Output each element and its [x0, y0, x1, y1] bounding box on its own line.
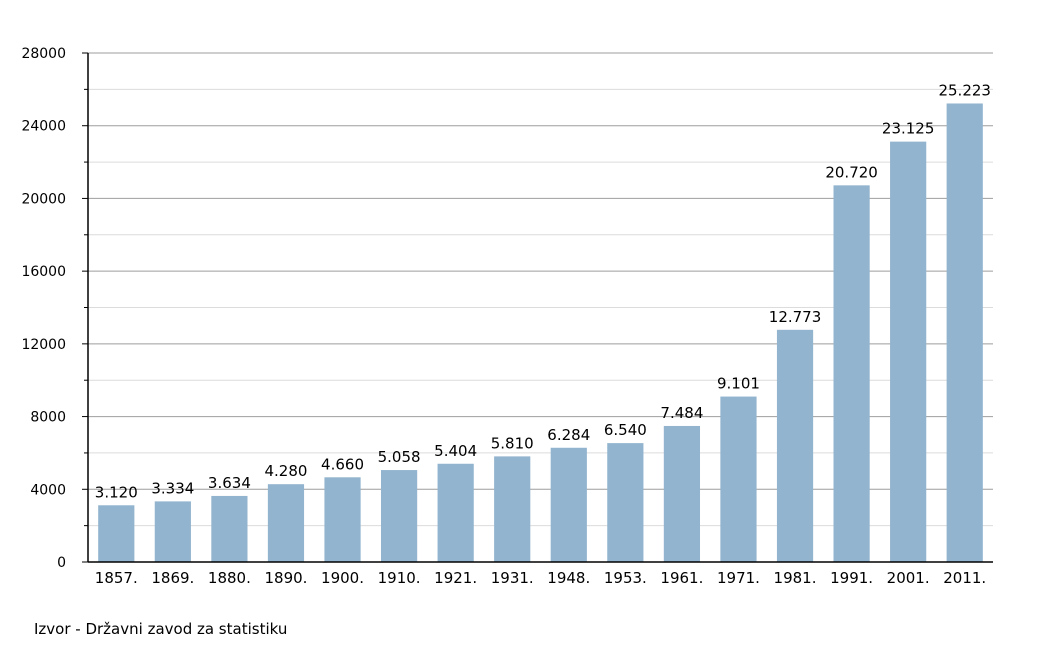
- x-tick-label: 1857.: [95, 569, 138, 587]
- x-tick-label: 1948.: [547, 569, 590, 587]
- bar-1991: [833, 185, 870, 562]
- bar-1931: [494, 456, 531, 562]
- x-tick-label: 1880.: [208, 569, 251, 587]
- bar-layer: [98, 103, 983, 562]
- bar-1948: [550, 447, 587, 562]
- value-label: 6.540: [604, 421, 647, 439]
- x-tick-label: 1921.: [434, 569, 477, 587]
- x-tick-label: 1981.: [774, 569, 817, 587]
- x-tick-label: 2001.: [887, 569, 930, 587]
- value-label: 23.125: [882, 120, 935, 138]
- value-label: 3.120: [95, 483, 138, 501]
- y-tick-label: 0: [57, 555, 66, 571]
- grid-layer: [88, 52, 993, 527]
- bar-1869: [154, 501, 191, 562]
- value-label: 3.334: [151, 479, 194, 497]
- y-tick-label: 16000: [21, 264, 66, 280]
- x-tick-label: 1910.: [378, 569, 421, 587]
- y-tick-label: 12000: [21, 337, 66, 353]
- x-tick-label: 1971.: [717, 569, 760, 587]
- value-label: 5.404: [434, 442, 477, 460]
- bar-1921: [437, 463, 474, 562]
- x-tick-label: 1931.: [491, 569, 534, 587]
- value-label: 6.284: [547, 426, 590, 444]
- x-tick-label: 1953.: [604, 569, 647, 587]
- bar-2011: [946, 103, 983, 562]
- bar-1953: [607, 443, 644, 562]
- bar-1900: [324, 477, 361, 562]
- y-tick-label: 20000: [21, 191, 66, 207]
- x-tick-label: 2011.: [943, 569, 986, 587]
- label-layer: 0 4000 8000 12000 16000 20000 24000 28000 3.120 1…: [21, 46, 991, 587]
- bar-1880: [211, 495, 248, 562]
- bar-1981: [776, 329, 814, 562]
- value-label: 12.773: [769, 308, 822, 326]
- bar-1961: [663, 425, 701, 562]
- bar-1910: [380, 470, 418, 562]
- x-tick-label: 1900.: [321, 569, 364, 587]
- y-tick-label: 8000: [30, 410, 66, 426]
- value-label: 7.484: [660, 404, 703, 422]
- y-tick-label: 4000: [30, 482, 66, 498]
- bar-2001: [890, 141, 927, 562]
- x-tick-label: 1869.: [151, 569, 194, 587]
- value-label: 25.223: [938, 81, 991, 99]
- y-tick-label: 28000: [21, 46, 66, 62]
- bar-1890: [267, 484, 305, 562]
- value-label: 3.634: [208, 474, 251, 492]
- value-label: 4.280: [264, 462, 307, 480]
- source-note: Izvor - Državni zavod za statistiku: [34, 620, 288, 638]
- x-tick-label: 1991.: [830, 569, 873, 587]
- value-label: 4.660: [321, 455, 364, 473]
- value-label: 20.720: [825, 163, 878, 181]
- axis-layer: [82, 52, 993, 563]
- bar-1971: [720, 396, 757, 562]
- bar-1857: [98, 505, 135, 562]
- value-label: 5.058: [378, 448, 421, 466]
- value-label: 9.101: [717, 375, 760, 393]
- x-tick-label: 1961.: [660, 569, 703, 587]
- value-label: 5.810: [491, 434, 534, 452]
- y-tick-label: 24000: [21, 119, 66, 135]
- x-tick-label: 1890.: [264, 569, 307, 587]
